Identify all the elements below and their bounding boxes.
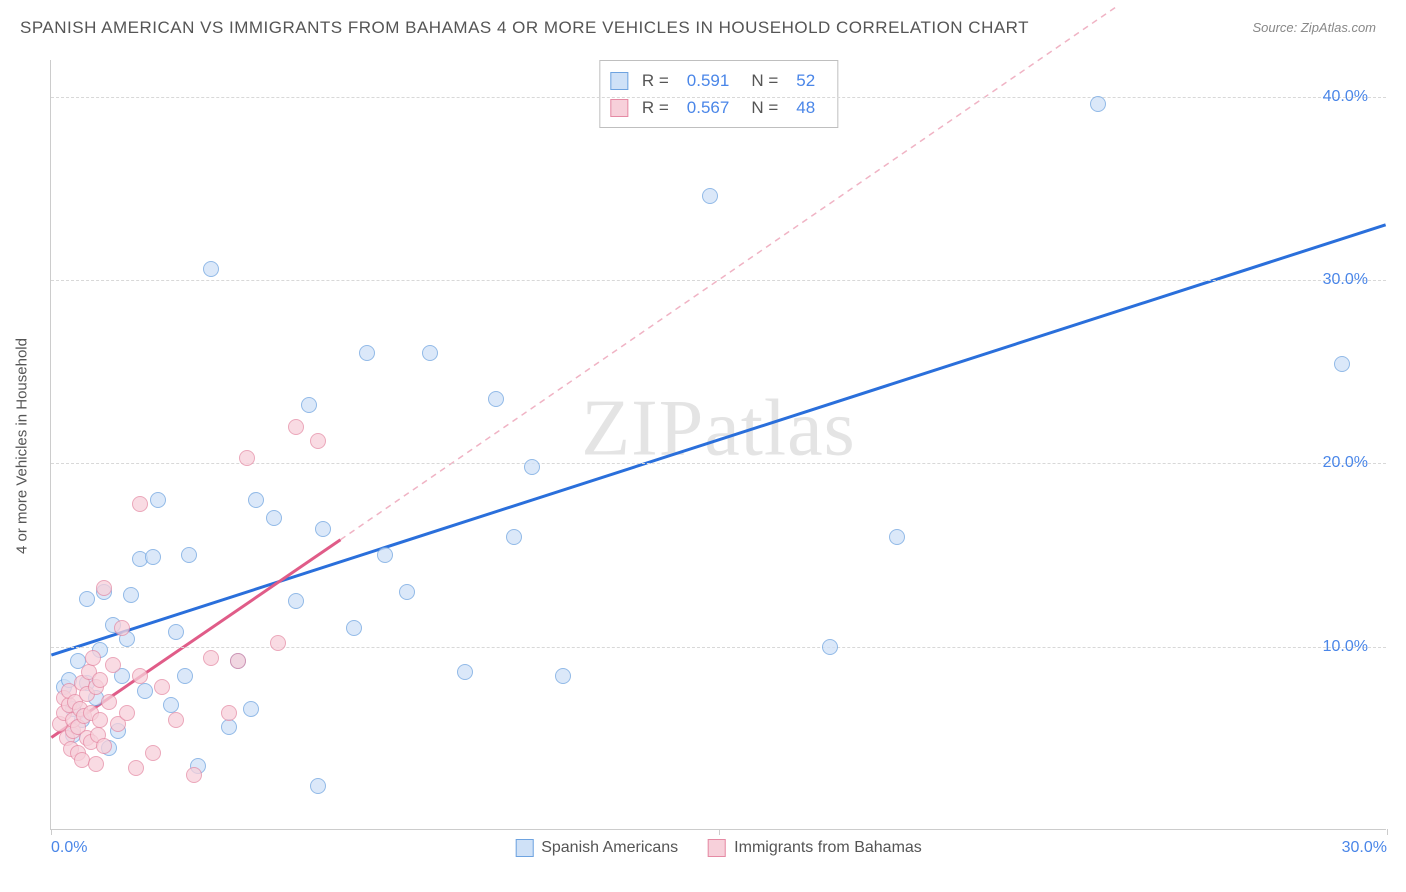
x-tick <box>51 829 52 835</box>
point-series1 <box>359 345 375 361</box>
y-gridline <box>51 280 1386 281</box>
point-series1 <box>137 683 153 699</box>
swatch-series1 <box>515 839 533 857</box>
x-tick <box>1387 829 1388 835</box>
point-series2 <box>270 635 286 651</box>
stats-row-series1: R = 0.591 N = 52 <box>610 67 823 94</box>
y-gridline <box>51 647 1386 648</box>
point-series1 <box>301 397 317 413</box>
point-series1 <box>145 549 161 565</box>
legend-label-series1: Spanish Americans <box>541 839 678 857</box>
swatch-series1 <box>610 72 628 90</box>
y-tick-label: 10.0% <box>1323 638 1368 656</box>
point-series1 <box>399 584 415 600</box>
point-series1 <box>422 345 438 361</box>
point-series2 <box>132 496 148 512</box>
point-series2 <box>203 650 219 666</box>
stat-value-n1: 52 <box>796 67 815 94</box>
point-series2 <box>310 433 326 449</box>
y-tick-label: 20.0% <box>1323 454 1368 472</box>
stats-row-series2: R = 0.567 N = 48 <box>610 94 823 121</box>
x-tick-label: 30.0% <box>1342 839 1387 857</box>
point-series1 <box>203 261 219 277</box>
watermark: ZIPatlas <box>581 384 856 475</box>
point-series1 <box>248 492 264 508</box>
point-series1 <box>555 668 571 684</box>
point-series1 <box>123 587 139 603</box>
swatch-series2 <box>610 99 628 117</box>
point-series1 <box>79 591 95 607</box>
point-series1 <box>524 459 540 475</box>
point-series2 <box>92 672 108 688</box>
swatch-series2 <box>708 839 726 857</box>
point-series1 <box>889 529 905 545</box>
point-series2 <box>101 694 117 710</box>
point-series2 <box>96 580 112 596</box>
chart-title: SPANISH AMERICAN VS IMMIGRANTS FROM BAHA… <box>20 18 1029 38</box>
point-series1 <box>243 701 259 717</box>
point-series1 <box>1090 96 1106 112</box>
point-series1 <box>266 510 282 526</box>
point-series1 <box>377 547 393 563</box>
point-series1 <box>168 624 184 640</box>
point-series2 <box>92 712 108 728</box>
point-series2 <box>119 705 135 721</box>
x-tick <box>719 829 720 835</box>
point-series2 <box>221 705 237 721</box>
stat-label-r: R = <box>642 67 669 94</box>
point-series1 <box>346 620 362 636</box>
source-attribution: Source: ZipAtlas.com <box>1252 20 1376 35</box>
bottom-legend: Spanish Americans Immigrants from Bahama… <box>515 839 922 857</box>
y-tick-label: 30.0% <box>1323 271 1368 289</box>
point-series1 <box>288 593 304 609</box>
stat-label-n: N = <box>751 94 778 121</box>
point-series1 <box>310 778 326 794</box>
point-series2 <box>128 760 144 776</box>
point-series2 <box>239 450 255 466</box>
point-series2 <box>105 657 121 673</box>
point-series1 <box>702 188 718 204</box>
point-series2 <box>132 668 148 684</box>
x-tick-label: 0.0% <box>51 839 87 857</box>
stat-value-r2: 0.567 <box>687 94 730 121</box>
point-series1 <box>1334 356 1350 372</box>
point-series2 <box>168 712 184 728</box>
point-series2 <box>186 767 202 783</box>
y-tick-label: 40.0% <box>1323 88 1368 106</box>
legend-item-series2: Immigrants from Bahamas <box>708 839 922 857</box>
legend-item-series1: Spanish Americans <box>515 839 678 857</box>
point-series1 <box>506 529 522 545</box>
y-axis-label: 4 or more Vehicles in Household <box>14 338 31 554</box>
point-series2 <box>154 679 170 695</box>
legend-label-series2: Immigrants from Bahamas <box>734 839 922 857</box>
point-series1 <box>150 492 166 508</box>
point-series2 <box>88 756 104 772</box>
point-series1 <box>488 391 504 407</box>
point-series1 <box>221 719 237 735</box>
point-series1 <box>163 697 179 713</box>
stat-label-r: R = <box>642 94 669 121</box>
point-series2 <box>230 653 246 669</box>
point-series2 <box>114 620 130 636</box>
point-series1 <box>822 639 838 655</box>
point-series2 <box>288 419 304 435</box>
point-series1 <box>315 521 331 537</box>
y-gridline <box>51 97 1386 98</box>
point-series2 <box>85 650 101 666</box>
point-series2 <box>145 745 161 761</box>
statistics-legend: R = 0.591 N = 52 R = 0.567 N = 48 <box>599 60 838 128</box>
point-series1 <box>177 668 193 684</box>
point-series2 <box>96 738 112 754</box>
stat-value-r1: 0.591 <box>687 67 730 94</box>
point-series1 <box>457 664 473 680</box>
scatter-plot: ZIPatlas R = 0.591 N = 52 R = 0.567 N = … <box>50 60 1386 830</box>
stat-value-n2: 48 <box>796 94 815 121</box>
stat-label-n: N = <box>751 67 778 94</box>
point-series1 <box>181 547 197 563</box>
